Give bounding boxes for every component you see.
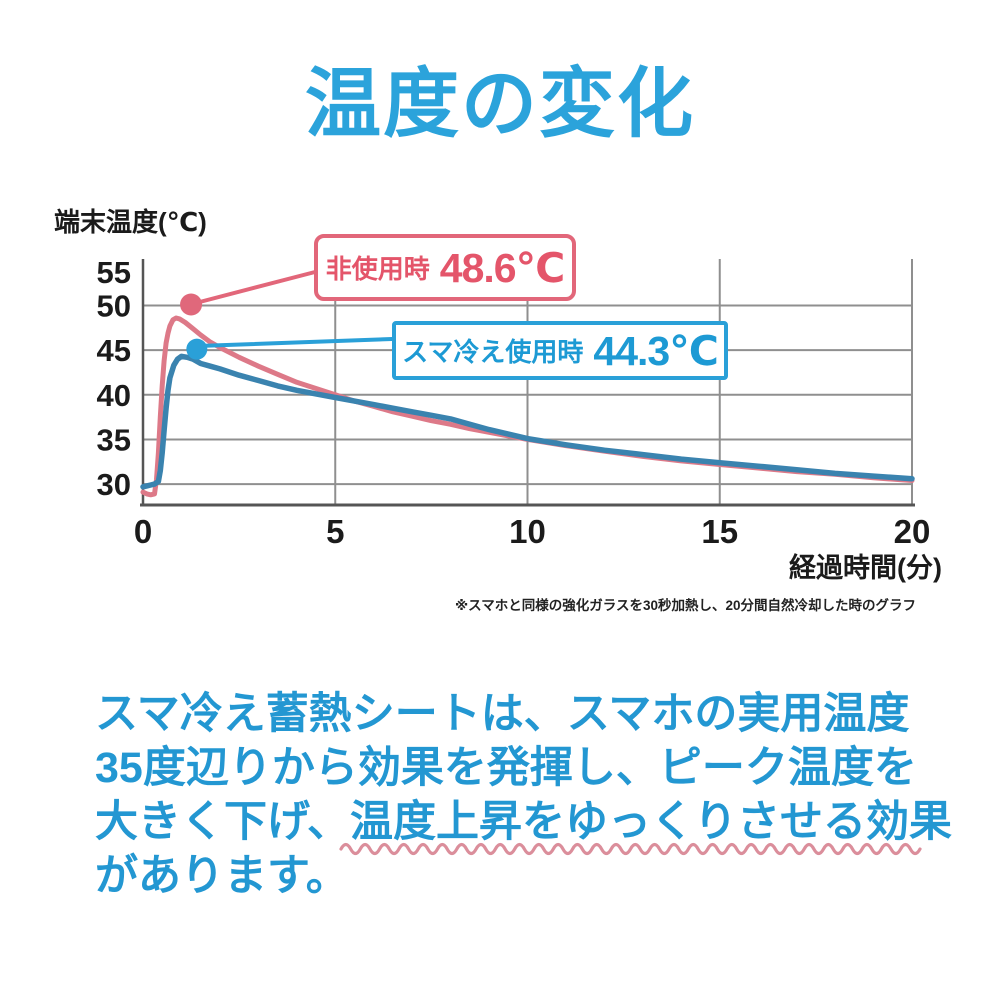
description-paragraph: スマ冷え蓄熱シートは、スマホの実用温度 35度辺りから効果を発揮し、ピーク温度を…	[95, 687, 952, 903]
x-tick-15: 15	[701, 513, 738, 550]
callout-smahie-in-use-label: スマ冷え使用時	[402, 337, 584, 367]
description-line-3: 大きく下げ、温度上昇をゆっくりさせる効果	[95, 795, 952, 849]
marker-dot-smahie	[186, 338, 208, 360]
y-tick-45: 45	[97, 333, 131, 368]
x-tick-20: 20	[894, 513, 931, 550]
page-title: 温度の変化	[305, 62, 695, 147]
y-tick-35: 35	[97, 422, 131, 457]
description-line-1: スマ冷え蓄熱シートは、スマホの実用温度	[95, 690, 910, 738]
callout-not-in-use-label: 非使用時	[325, 254, 430, 284]
wavy-underline	[339, 842, 922, 856]
callout-smahie-in-use: スマ冷え使用時 44.3℃	[392, 321, 728, 380]
marker-dot-not-in-use	[180, 293, 203, 316]
y-axis-title: 端末温度(℃)	[54, 207, 207, 237]
callout-smahie-in-use-value: 44.3℃	[593, 327, 718, 374]
chart-footnote: ※スマホと同様の強化ガラスを30秒加熱し、20分間自然冷却した時のグラフ	[455, 598, 916, 613]
x-axis-title: 経過時間(分)	[789, 553, 942, 583]
x-tick-0: 0	[134, 513, 152, 550]
description-line-4: があります。	[95, 852, 349, 900]
y-tick-30: 30	[97, 467, 131, 502]
y-tick-50: 50	[97, 289, 131, 324]
description-line-2: 35度辺りから効果を発揮し、ピーク温度を	[95, 744, 917, 792]
callout-not-in-use-value: 48.6℃	[439, 244, 565, 291]
x-tick-10: 10	[509, 513, 546, 550]
leader-line-pink	[190, 270, 317, 306]
leader-line-blue	[196, 337, 394, 348]
series-curve-smahie	[140, 353, 915, 490]
callout-not-in-use: 非使用時 48.6℃	[314, 234, 576, 301]
y-tick-40: 40	[97, 378, 131, 413]
description-line-3-underlined: 温度上昇をゆっくりさせる効果	[350, 798, 952, 846]
y-tick-55: 55	[97, 255, 131, 290]
description-line-3-plain: 大きく下げ、	[95, 798, 350, 846]
x-tick-5: 5	[326, 513, 344, 550]
